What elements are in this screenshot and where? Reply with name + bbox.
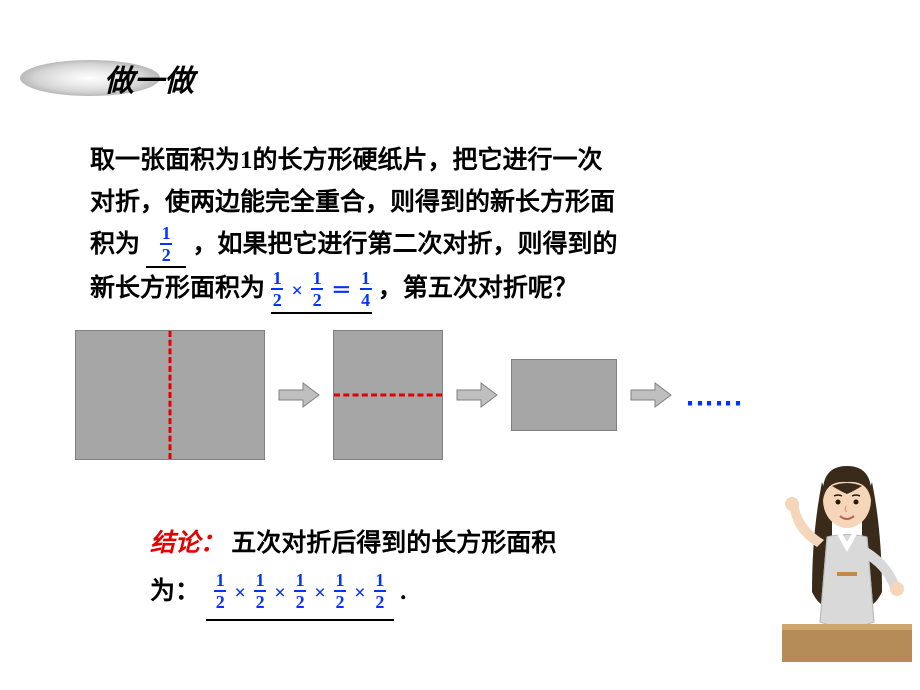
text-line1: 取一张面积为1的长方形硬纸片，把它进行一次: [90, 147, 603, 174]
text-line3a: 积为: [90, 231, 140, 258]
problem-text: 取一张面积为1的长方形硬纸片，把它进行一次 对折，使两边能完全重合，则得到的新长…: [90, 140, 850, 314]
fraction-half: 1 2: [160, 224, 172, 264]
conclusion-line1: 五次对折后得到的长方形面积: [231, 530, 556, 557]
arrow-icon: [629, 381, 673, 409]
conclusion-period: .: [400, 578, 406, 605]
blank-3: 12 × 12 × 12 × 12 × 12: [206, 568, 394, 621]
ellipsis-dots: ‥‥‥: [685, 378, 742, 413]
rect-3: [511, 359, 617, 431]
conclusion-block: 结论： 五次对折后得到的长方形面积 为： 12 × 12 × 12 × 12 ×…: [150, 520, 770, 621]
rect-1: [75, 330, 265, 460]
blank-1: 1 2: [146, 224, 186, 268]
text-line3b: ，如果把它进行第二次对折，则得到的: [193, 231, 618, 258]
arrow-icon: [277, 381, 321, 409]
arrow-icon: [455, 381, 499, 409]
text-line4a: 新长方形面积为: [90, 275, 265, 302]
folding-diagram: ‥‥‥: [75, 330, 742, 460]
blank-2: 12 × 12 ＝ 14: [271, 268, 371, 313]
page-title: 做一做: [104, 56, 194, 100]
fold-line-v: [169, 331, 172, 459]
text-line2: 对折，使两边能完全重合，则得到的新长方形面: [90, 189, 615, 216]
fold-line-h: [334, 394, 442, 397]
conclusion-label: 结论：: [150, 530, 225, 557]
text-line4b: ，第五次对折呢？: [378, 275, 578, 302]
teacher-avatar: [782, 452, 912, 662]
rect-2: [333, 330, 443, 460]
conclusion-line2a: 为：: [150, 578, 200, 605]
